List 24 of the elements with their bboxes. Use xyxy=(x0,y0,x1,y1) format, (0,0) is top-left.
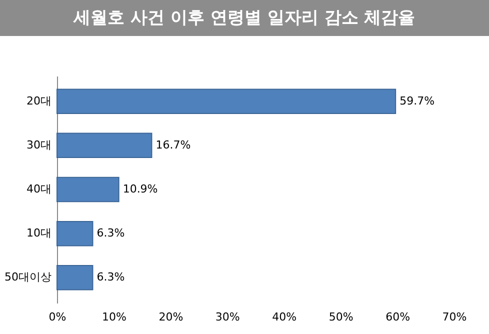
bar xyxy=(56,265,94,290)
data-label: 6.3% xyxy=(96,270,125,284)
x-tick-label: 40% xyxy=(272,310,297,324)
data-label: 6.3% xyxy=(96,226,125,240)
data-label: 16.7% xyxy=(156,138,191,152)
x-tick-label: 10% xyxy=(102,310,126,324)
x-tick-label: 20% xyxy=(158,310,184,324)
y-tick-label: 10대 xyxy=(26,226,52,240)
x-tick-label: 0% xyxy=(48,310,66,324)
bar xyxy=(56,88,396,114)
x-tick-label: 60% xyxy=(386,310,410,324)
y-tick-label: 20대 xyxy=(26,94,52,108)
y-tick-label: 50대이상 xyxy=(4,270,52,284)
bar xyxy=(56,220,94,246)
bar xyxy=(56,132,152,158)
x-tick-label: 50% xyxy=(328,310,354,324)
bar xyxy=(56,176,120,202)
chart-title: 세월호 사건 이후 연령별 일자리 감소 체감율 xyxy=(0,0,489,36)
x-tick-label: 70% xyxy=(442,310,467,324)
y-tick-label: 40대 xyxy=(26,182,52,196)
data-label: 59.7% xyxy=(400,94,435,108)
y-tick-label: 30대 xyxy=(26,138,52,152)
data-label: 10.9% xyxy=(122,182,158,196)
x-tick-label: 30% xyxy=(215,310,240,324)
